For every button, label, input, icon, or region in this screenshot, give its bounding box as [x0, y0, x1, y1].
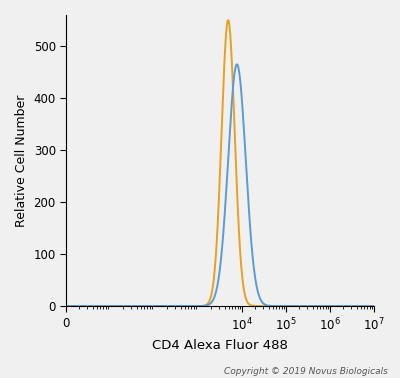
- Y-axis label: Relative Cell Number: Relative Cell Number: [15, 94, 28, 227]
- Text: Copyright © 2019 Novus Biologicals: Copyright © 2019 Novus Biologicals: [224, 367, 388, 376]
- X-axis label: CD4 Alexa Fluor 488: CD4 Alexa Fluor 488: [152, 339, 288, 352]
